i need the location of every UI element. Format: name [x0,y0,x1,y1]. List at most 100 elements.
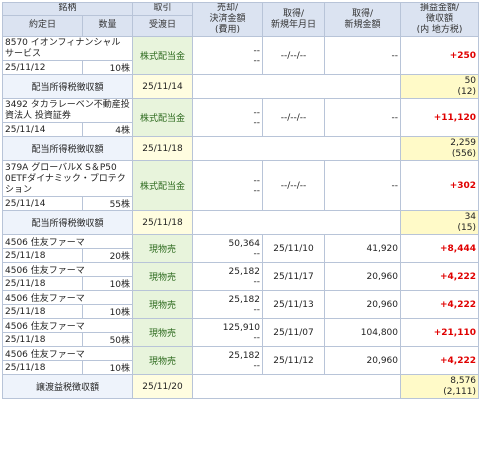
trade-type: 現物売 [132,262,194,291]
sell-amount: -- -- [192,36,264,75]
table-row: 3492 タカラレーベン不動産投 資法人 投資証券 株式配当金 -- -- --… [1,98,480,137]
profit-amount: +8,444 [400,234,480,263]
tax-label: 配当所得税徴収額 [1,74,134,99]
sell-cost-value: -- [253,304,261,315]
table-row: 379A グローバルX S＆P50 0ETFダイナミック・プロテク ション 株式… [1,160,480,211]
header-pl-l2: 徴収額 [426,14,454,24]
header-acq-date-l1: 取得/ [282,8,305,19]
tax-value: 8,576 [450,375,477,386]
quantity: 10株 [81,304,134,319]
tax-row: 配当所得税徴収額 25/11/18 2,259 (556) [1,136,480,161]
header-trade: 取引 [132,2,194,16]
trade-date: 25/11/18 [2,332,83,347]
sell-amount: -- -- [192,160,264,211]
trade-date: 25/11/14 [2,122,83,137]
blank-cell [192,136,402,161]
tax-local-value: (12) [457,86,477,97]
profit-amount: +4,222 [400,346,480,375]
brand-name[interactable]: 4506 住友ファーマ [1,318,134,333]
tax-amount: 50 (12) [400,74,480,99]
table-row: 8570 イオンフィナンシャル サービス 株式配当金 -- -- --/--/-… [1,36,480,75]
brand-name[interactable]: 4506 住友ファーマ [1,262,134,277]
header-acq-date-l2: 新規年月日 [271,19,317,30]
header-pl: 損益金額/ 徴収額 (内 地方税) [400,2,480,37]
table-row: 4506 住友ファーマ 現物売 50,364 -- 25/11/10 41,92… [1,234,480,263]
brand-name-l2: 0ETFダイナミック・プロテク [5,173,126,184]
acq-amount: -- [324,98,402,137]
profit-amount: +4,222 [400,290,480,319]
sell-amount: 25,182 -- [192,262,264,291]
trade-type: 現物売 [132,318,194,347]
quantity: 10株 [81,276,134,291]
blank-cell [192,74,402,99]
quantity: 10株 [81,60,134,75]
profit-amount: +4,222 [400,262,480,291]
header-sell-amount-l1: 売却/ [216,3,239,14]
tax-date: 25/11/14 [132,74,194,99]
brand-name[interactable]: 3492 タカラレーベン不動産投 資法人 投資証券 [1,98,134,123]
brand-name-l2: 資法人 投資証券 [5,111,71,121]
brand-name-l1: 379A グローバルX S＆P50 [5,162,117,173]
brand-name[interactable]: 379A グローバルX S＆P50 0ETFダイナミック・プロテク ション [1,160,134,197]
blank-cell [192,210,402,235]
transaction-history: 銘柄 取引 売却/ 決済金額 (費用) 取得/ 新規年月日 取得/ 新規金額 損… [1,2,480,399]
tax-local-value: (2,111) [443,386,477,397]
sell-amount: 25,182 -- [192,346,264,375]
sell-amount-value: -- [253,175,261,186]
header-quantity: 数量 [81,14,134,38]
sell-amount-value: 25,182 [228,350,261,361]
header-sell-amount-l2: 決済金額 [209,14,246,24]
trade-type: 現物売 [132,234,194,263]
tax-amount: 2,259 (556) [400,136,480,161]
brand-name[interactable]: 4506 住友ファーマ [1,346,134,361]
tax-row: 配当所得税徴収額 25/11/14 50 (12) [1,74,480,99]
trade-date: 25/11/18 [2,248,83,263]
acq-date: 25/11/13 [262,290,326,319]
trade-date: 25/11/18 [2,360,83,375]
tax-date: 25/11/20 [132,374,194,399]
sell-cost-value: -- [253,360,261,371]
header-acq-date: 取得/ 新規年月日 [262,2,326,37]
brand-name[interactable]: 4506 住友ファーマ [1,234,134,249]
brand-name[interactable]: 8570 イオンフィナンシャル サービス [1,36,134,61]
table-row: 4506 住友ファーマ 現物売 25,182 -- 25/11/12 20,96… [1,346,480,375]
sell-amount-value: -- [253,107,261,118]
tax-value: 2,259 [450,137,477,148]
quantity: 55株 [81,196,134,211]
sell-cost-value: -- [253,185,261,196]
brand-name[interactable]: 4506 住友ファーマ [1,290,134,305]
table-row: 4506 住友ファーマ 現物売 25,182 -- 25/11/13 20,96… [1,290,480,319]
sell-amount: 25,182 -- [192,290,264,319]
tax-value: 34 [464,211,477,222]
acq-amount: -- [324,160,402,211]
acq-date: 25/11/17 [262,262,326,291]
sell-amount: -- -- [192,98,264,137]
sell-amount-value: 25,182 [228,266,261,277]
header-brand: 銘柄 [1,2,134,16]
header-acq-amount-l1: 取得/ [351,8,374,19]
sell-amount-value: 125,910 [222,322,261,333]
header-pl-l1: 損益金額/ [419,3,460,14]
tax-label: 譲渡益税徴収額 [1,374,134,399]
table-row: 25/11/18 10株 [2,276,479,291]
acq-date: 25/11/07 [262,318,326,347]
sell-cost-value: -- [253,276,261,287]
acq-amount: 41,920 [324,234,402,263]
tax-row: 譲渡益税徴収額 25/11/20 8,576 (2,111) [1,374,480,399]
sell-amount-value: 50,364 [228,238,261,249]
sell-cost-value: -- [253,55,261,66]
tax-amount: 8,576 (2,111) [400,374,480,399]
acq-date: 25/11/10 [262,234,326,263]
table-row: 25/11/12 10株 [2,60,479,75]
sell-amount-value: -- [253,45,261,56]
header-pl-l3: (内 地方税) [416,25,463,35]
profit-amount: +250 [400,36,480,75]
header-sell-amount: 売却/ 決済金額 (費用) [192,2,264,37]
acq-amount: 20,960 [324,262,402,291]
acq-amount: 20,960 [324,290,402,319]
table-row: 25/11/18 20株 [2,248,479,263]
brand-name-l1: 8570 イオンフィナンシャル [5,38,121,48]
tax-local-value: (15) [457,222,477,233]
acq-amount: -- [324,36,402,75]
acq-date: --/--/-- [262,160,326,211]
